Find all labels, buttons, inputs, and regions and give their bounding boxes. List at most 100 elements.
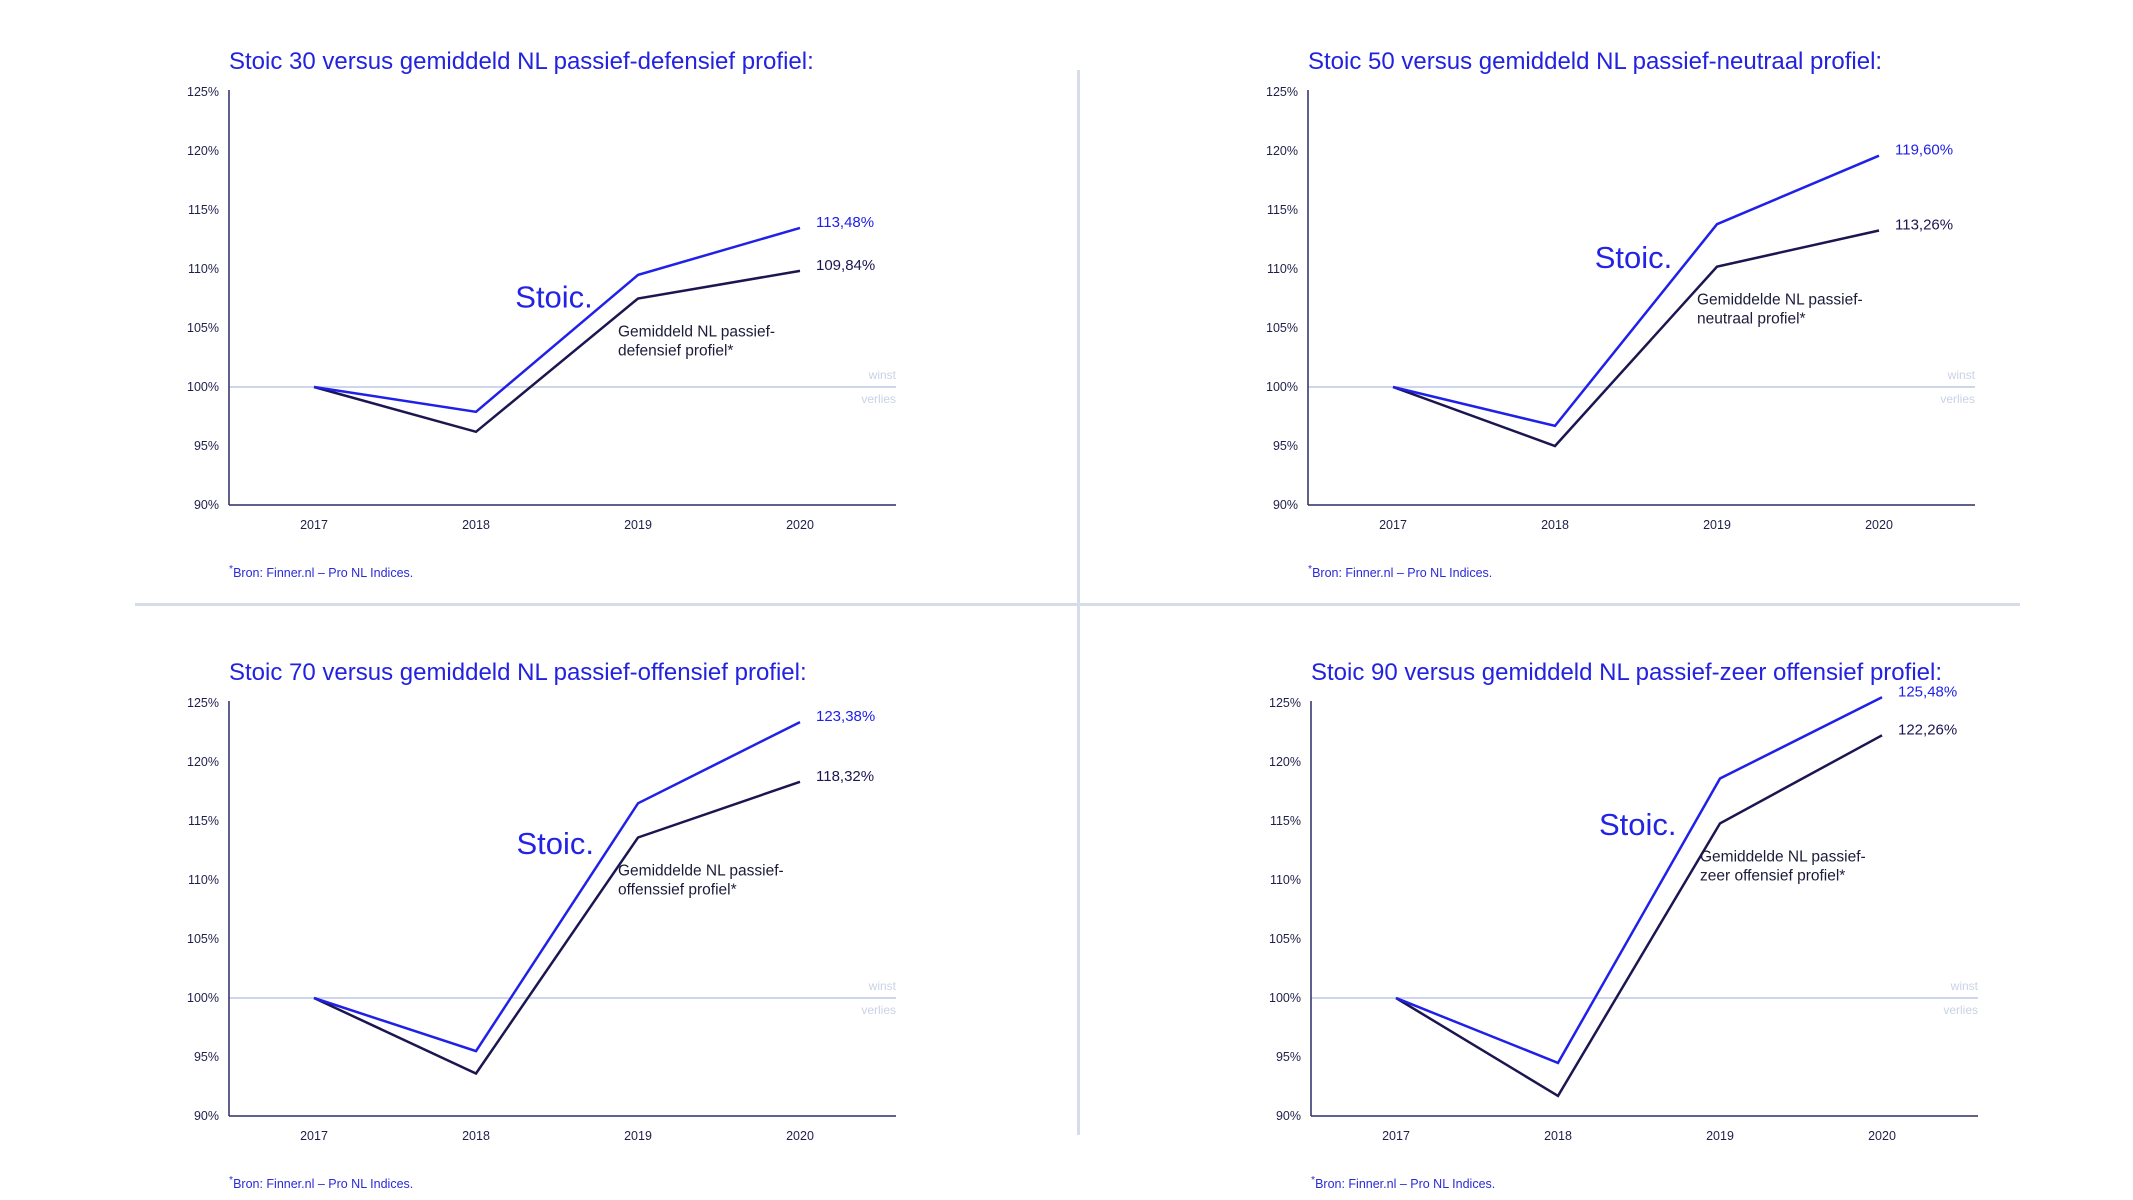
series-label-average: Gemiddeld NL passief-defensief profiel* [618, 324, 775, 360]
source-footnote-mark: * [1311, 1175, 1316, 1186]
source-footnote-mark: * [1308, 564, 1313, 575]
y-tick-label: 115% [1267, 203, 1298, 217]
series-line-stoic [313, 720, 801, 1053]
series-label-stoic: Stoic. [1595, 240, 1673, 275]
source-note: *Bron: Finner.nl – Pro NL Indices. [229, 564, 413, 580]
series-label-line: neutraal profiel* [1697, 311, 1806, 328]
series-label-average: Gemiddelde NL passief-neutraal profiel* [1697, 292, 1863, 328]
y-tick-label: 105% [1269, 932, 1301, 946]
zone-label-verlies: verlies [861, 1003, 896, 1017]
vertical-divider [1077, 70, 1080, 1135]
chart-title: Stoic 30 versus gemiddeld NL passief-def… [229, 48, 814, 75]
end-value-label-average: 122,26% [1898, 721, 1957, 738]
zone-label-winst: winst [868, 979, 897, 993]
horizontal-divider [135, 603, 2020, 606]
y-tick-label: 105% [1266, 321, 1298, 335]
x-tick-label: 2020 [1868, 1129, 1896, 1143]
chart-title: Stoic 90 versus gemiddeld NL passief-zee… [1311, 659, 1942, 686]
series-line-stoic [1392, 154, 1880, 428]
source-footnote-mark: * [229, 1175, 234, 1186]
x-tick-label: 2019 [624, 518, 652, 532]
zone-label-winst: winst [1950, 979, 1979, 993]
line-chart: 90% 95% 100% 105% 110% 115% 120% 125% winst verli… [187, 85, 897, 532]
series-label-stoic: Stoic. [516, 826, 594, 861]
x-tick-label: 2019 [624, 1129, 652, 1143]
y-tick-label: 95% [194, 1050, 219, 1064]
line-chart: 90% 95% 100% 105% 110% 115% 120% 125% winst verli… [1269, 683, 1979, 1143]
zone-label-verlies: verlies [1940, 392, 1975, 406]
y-tick-label: 120% [187, 144, 219, 158]
series-line-average [313, 269, 801, 434]
chart-panel-stoic-50: Stoic 50 versus gemiddeld NL passief-neu… [1215, 12, 2133, 580]
source-text: Bron: Finner.nl – Pro NL Indices. [233, 1177, 414, 1192]
x-tick-label: 2019 [1706, 1129, 1734, 1143]
y-tick-label: 90% [1273, 498, 1298, 512]
y-tick-label: 95% [1276, 1050, 1301, 1064]
series-line-stoic [1395, 696, 1883, 1065]
y-tick-label: 125% [187, 85, 219, 99]
end-value-label-average: 113,26% [1895, 217, 1953, 234]
y-tick-label: 100% [187, 991, 219, 1005]
x-tick-label: 2019 [1703, 518, 1731, 532]
series-label-line: Gemiddelde NL passief- [618, 863, 784, 880]
y-tick-label: 120% [1269, 755, 1301, 769]
y-tick-label: 95% [194, 439, 219, 453]
x-tick-label: 2017 [1382, 1129, 1410, 1143]
y-tick-label: 105% [187, 321, 219, 335]
y-tick-label: 95% [1273, 439, 1298, 453]
y-tick-label: 125% [1266, 85, 1298, 99]
series-line-average [1392, 229, 1880, 448]
chart-panel-stoic-70: Stoic 70 versus gemiddeld NL passief-off… [136, 623, 1136, 1191]
series-label-average: Gemiddelde NL passief-offenssief profiel… [618, 863, 784, 899]
series-line-average [313, 780, 801, 1076]
series-label-line: Gemiddeld NL passief- [618, 324, 775, 341]
y-tick-label: 120% [187, 755, 219, 769]
end-value-label-average: 109,84% [816, 257, 875, 274]
source-text: Bron: Finner.nl – Pro NL Indices. [233, 566, 414, 581]
y-tick-label: 90% [194, 1109, 219, 1123]
end-value-label-stoic: 123,38% [816, 708, 875, 725]
zone-label-winst: winst [1947, 368, 1976, 382]
series-label-stoic: Stoic. [515, 280, 593, 315]
y-tick-label: 115% [1270, 814, 1301, 828]
end-value-label-stoic: 125,48% [1898, 683, 1957, 700]
y-tick-label: 90% [194, 498, 219, 512]
y-tick-label: 100% [1266, 380, 1298, 394]
source-note: *Bron: Finner.nl – Pro NL Indices. [1308, 564, 1492, 580]
zone-label-winst: winst [868, 368, 897, 382]
x-tick-label: 2018 [462, 518, 490, 532]
series-line-stoic [313, 226, 801, 414]
x-tick-label: 2020 [786, 518, 814, 532]
series-line-average [1395, 734, 1883, 1098]
y-tick-label: 115% [188, 203, 219, 217]
end-value-label-average: 118,32% [816, 768, 874, 785]
line-chart: 90% 95% 100% 105% 110% 115% 120% 125% winst verli… [1266, 85, 1976, 532]
x-tick-label: 2018 [1544, 1129, 1572, 1143]
series-label-line: zeer offensief profiel* [1700, 867, 1845, 884]
series-label-stoic: Stoic. [1599, 807, 1677, 842]
y-tick-label: 100% [1269, 991, 1301, 1005]
chart-title: Stoic 50 versus gemiddeld NL passief-neu… [1308, 48, 1883, 75]
series-label-line: offenssief profiel* [618, 882, 737, 899]
y-tick-label: 110% [188, 262, 219, 276]
zone-label-verlies: verlies [1943, 1003, 1978, 1017]
series-label-average: Gemiddelde NL passief-zeer offensief pro… [1700, 848, 1866, 884]
y-tick-label: 125% [187, 696, 219, 710]
y-tick-label: 105% [187, 932, 219, 946]
line-chart: 90% 95% 100% 105% 110% 115% 120% 125% winst verli… [187, 696, 897, 1143]
series-label-line: defensief profiel* [618, 343, 733, 360]
y-tick-label: 120% [1266, 144, 1298, 158]
series-label-line: Gemiddelde NL passief- [1697, 292, 1863, 309]
end-value-label-stoic: 113,48% [816, 214, 874, 231]
source-note: *Bron: Finner.nl – Pro NL Indices. [1311, 1175, 1495, 1191]
zone-label-verlies: verlies [861, 392, 896, 406]
x-tick-label: 2017 [300, 1129, 328, 1143]
x-tick-label: 2020 [1865, 518, 1893, 532]
y-tick-label: 90% [1276, 1109, 1301, 1123]
x-tick-label: 2020 [786, 1129, 814, 1143]
y-tick-label: 115% [188, 814, 219, 828]
source-footnote-mark: * [229, 564, 234, 575]
x-tick-label: 2018 [462, 1129, 490, 1143]
x-tick-label: 2017 [1379, 518, 1407, 532]
y-tick-label: 125% [1269, 696, 1301, 710]
